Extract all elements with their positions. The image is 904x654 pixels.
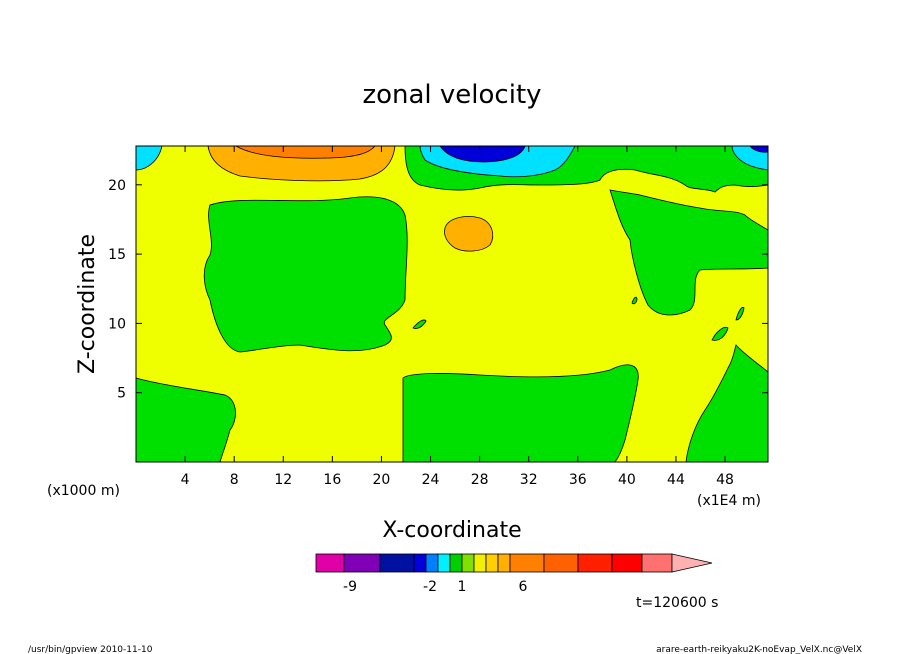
colorbar-segment xyxy=(577,553,613,573)
plot-area xyxy=(136,146,768,462)
x-axis-title: X-coordinate xyxy=(382,518,521,543)
x-axis: 4 8 12 16 20 24 28 32 36 40 44 48 xyxy=(181,146,734,488)
colorbar-segment xyxy=(315,553,345,573)
colorbar-segment xyxy=(509,553,545,573)
footer-right: arare-earth-reikyaku2K-noEvap_VelX.nc@Ve… xyxy=(656,645,862,654)
contour-region-cyan-top-left xyxy=(136,146,163,171)
colorbar-segment xyxy=(497,553,511,573)
colorbar xyxy=(315,553,713,573)
colorbar-segment xyxy=(611,553,643,573)
x-tick-label: 16 xyxy=(323,472,341,488)
x-tick-label: 24 xyxy=(422,472,440,488)
plot-frame xyxy=(135,145,769,463)
colorbar-segment xyxy=(473,553,487,573)
contour-region-cyan-top-right xyxy=(731,146,768,171)
colorbar-segment xyxy=(425,553,439,573)
x-tick-label: 8 xyxy=(230,472,239,488)
x-tick-label: 44 xyxy=(667,472,685,488)
contour-region-green-sliver-4 xyxy=(735,306,745,321)
x-tick-label: 36 xyxy=(569,472,587,488)
footer-left: /usr/bin/gpview 2010-11-10 xyxy=(28,645,153,654)
colorbar-segment xyxy=(437,553,451,573)
contour-region-green-center xyxy=(203,196,408,353)
contour-region-blue-top-right xyxy=(749,146,768,153)
colorbar-labels: -9 -2 1 6 xyxy=(343,579,528,595)
contour-region-green-sliver-2 xyxy=(631,296,638,305)
x-tick-label: 4 xyxy=(181,472,190,488)
y-axis: 5 10 15 20 xyxy=(108,178,768,402)
contour-region-green-bottom-left xyxy=(136,377,236,462)
contour-region-green-sliver-1 xyxy=(412,319,427,329)
y-tick-label: 20 xyxy=(108,178,126,194)
x-tick-label: 20 xyxy=(373,472,391,488)
colorbar-extend-arrow xyxy=(671,553,713,573)
colorbar-segment xyxy=(641,553,673,573)
colorbar-segment xyxy=(485,553,499,573)
time-label: t=120600 s xyxy=(636,595,718,611)
x-tick-label: 48 xyxy=(716,472,734,488)
x-scale-label: (x1E4 m) xyxy=(697,493,761,509)
x-tick-label: 40 xyxy=(618,472,636,488)
y-tick-label: 10 xyxy=(108,316,126,332)
contour-region-green-bottom-right xyxy=(685,344,768,462)
contour-region-blue-top xyxy=(439,146,526,163)
x-unit-label: (x1000 m) xyxy=(47,483,120,499)
contour-region-darkorange-top xyxy=(235,146,376,159)
x-tick-label: 12 xyxy=(274,472,292,488)
y-axis-title: Z-coordinate xyxy=(75,234,100,374)
contour-region-green-bottom-center xyxy=(402,364,639,462)
y-tick-label: 15 xyxy=(108,247,126,263)
colorbar-segment xyxy=(343,553,381,573)
contour-region-green-sliver-3 xyxy=(711,326,729,341)
colorbar-segment xyxy=(543,553,579,573)
contour-region-orange-patch xyxy=(444,216,494,252)
x-tick-label: 28 xyxy=(471,472,489,488)
colorbar-label: 6 xyxy=(519,579,528,595)
colorbar-segment xyxy=(449,553,463,573)
colorbar-segment xyxy=(461,553,475,573)
y-tick-label: 5 xyxy=(117,386,126,402)
colorbar-label: 1 xyxy=(458,579,467,595)
chart-title: zonal velocity xyxy=(362,80,541,110)
x-tick-label: 32 xyxy=(520,472,538,488)
colorbar-label: -2 xyxy=(423,579,437,595)
colorbar-label: -9 xyxy=(343,579,357,595)
colorbar-segment xyxy=(379,553,415,573)
colorbar-segment xyxy=(413,553,427,573)
contour-region-green-upper-right xyxy=(404,146,768,316)
